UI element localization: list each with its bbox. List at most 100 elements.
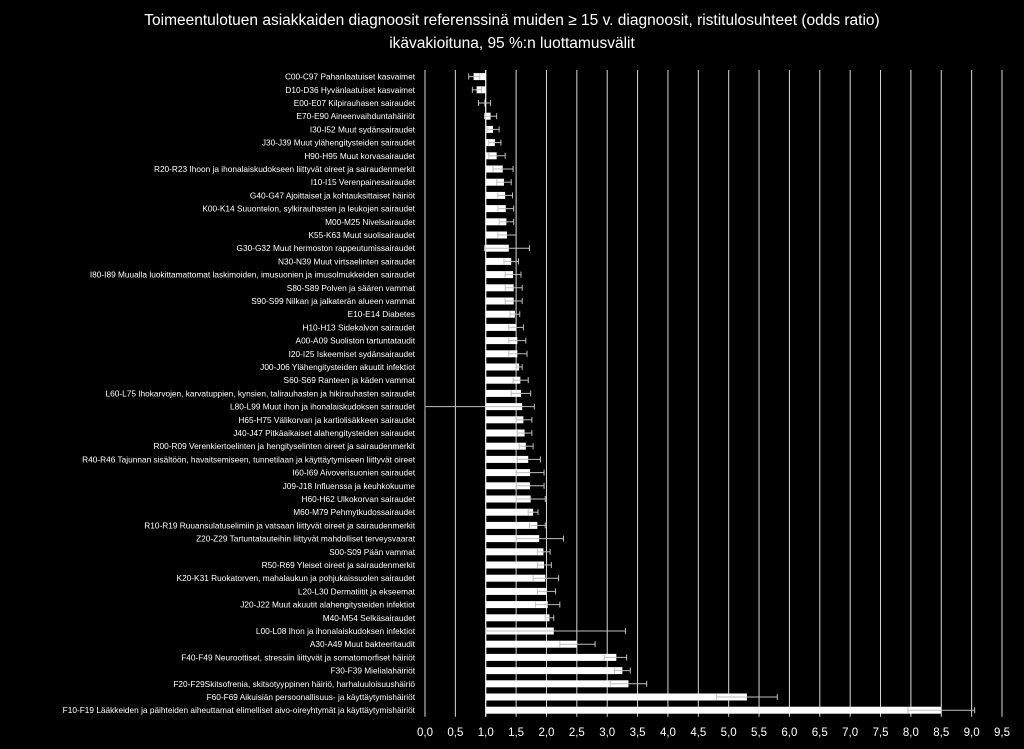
bar <box>485 601 548 609</box>
x-tick-label: 0,5 <box>447 727 463 739</box>
category-label: I80-I89 Muualla luokittamattomat laskimo… <box>90 270 416 280</box>
bar <box>485 429 525 437</box>
category-label: E70-E90 Aineenvaihduntahäiriöt <box>296 111 415 121</box>
x-tick-label: 9,5 <box>994 727 1010 739</box>
category-label: J20-J22 Muut akuutit alahengitysteiden i… <box>240 600 415 610</box>
category-label: I60-I69 Aivoverisuonien sairaudet <box>292 468 415 478</box>
category-label: N30-N39 Muut virtsaelinten sairaudet <box>278 256 416 266</box>
category-label: L80-L99 Muut ihon ja ihonalaiskudoksen s… <box>230 402 416 412</box>
category-label: R50-R69 Yleiset oireet ja sairaudenmerki… <box>262 560 416 570</box>
bar <box>485 178 504 186</box>
category-label: R40-R46 Tajunnan sisältöön, havaitsemise… <box>82 454 416 464</box>
category-label: M00-M25 Nivelsairaudet <box>325 217 416 227</box>
bar <box>485 297 514 305</box>
category-label: K55-K63 Muut suolisairaudet <box>308 230 415 240</box>
category-label: F30-F39 Mielialahäiriöt <box>331 666 416 676</box>
bar <box>485 205 506 213</box>
category-label: H65-H75 Välikorvan ja kartiolisäkkeen sa… <box>238 415 415 425</box>
bar <box>485 271 514 279</box>
bar <box>485 653 617 661</box>
x-tick-label: 7,0 <box>842 727 858 739</box>
category-label: J00-J06 Ylähengitysteiden akuutit infekt… <box>260 362 416 372</box>
gridlines <box>424 70 1003 717</box>
x-tick-label: 1,0 <box>478 727 494 739</box>
bar <box>485 323 517 331</box>
category-label: H90-H95 Muut korvasairaudet <box>304 151 415 161</box>
bar <box>485 667 623 675</box>
bar <box>485 257 512 265</box>
x-tick-label: 4,0 <box>660 727 676 739</box>
x-tick-label: 9,0 <box>964 727 980 739</box>
x-tick-label: 0,0 <box>417 727 433 739</box>
x-tick-label: 4,5 <box>690 727 706 739</box>
bar <box>485 350 518 358</box>
error-bars <box>424 73 976 714</box>
category-label: F20-F29Skitsofrenia, skitsotyyppinen häi… <box>173 679 415 689</box>
category-label: K00-K14 Suuontelon, sylkirauhasten ja le… <box>202 204 415 214</box>
category-label: S90-S99 Nilkan ja jalkaterän alueen vamm… <box>251 296 415 306</box>
bar <box>485 284 514 292</box>
bar <box>485 310 515 318</box>
category-label: G30-G32 Muut hermoston rappeutumissairau… <box>237 243 416 253</box>
x-tick-label: 3,0 <box>599 727 615 739</box>
category-label: A30-A49 Muut bakteeritaudit <box>310 639 416 649</box>
bar <box>485 693 747 701</box>
category-label: S80-S89 Polven ja säären vammat <box>287 283 416 293</box>
category-label: R10-R19 Ruuansulatuselimiin ja vatsaan l… <box>144 520 415 530</box>
category-label: H60-H62 Ulkokorvan sairaudet <box>302 494 416 504</box>
chart-subtitle: ikävakioituna, 95 %:n luottamusvälit <box>389 35 635 52</box>
category-label: R00-R09 Verenkiertoelinten ja hengitysel… <box>153 441 415 451</box>
x-tick-labels: 0,0 0,5 1,0 1,5 2,0 2,5 3,0 3,5 4,0 4,5 5,0 5,5 6,0 6… <box>417 727 1010 739</box>
bar <box>485 191 506 199</box>
category-label: I20-I25 Iskeemiset sydänsairaudet <box>289 349 416 359</box>
category-label: F60-F69 Aikuisiän persoonallisuus- ja kä… <box>207 692 416 702</box>
x-tick-label: 8,0 <box>903 727 919 739</box>
bar <box>485 363 520 371</box>
bar <box>485 614 550 622</box>
category-label: S60-S69 Ranteen ja käden vammat <box>284 375 416 385</box>
category-label: E10-E14 Diabetes <box>348 309 415 319</box>
category-label: F10-F19 Lääkkeiden ja päihteiden aiheutt… <box>63 705 416 715</box>
category-label: J30-J39 Muut ylähengitysteiden sairaudet <box>262 138 416 148</box>
bar <box>485 218 507 226</box>
bar <box>485 376 521 384</box>
category-label: K20-K31 Ruokatorven, mahalaukun ja pohju… <box>177 573 416 583</box>
bar <box>485 389 521 397</box>
category-label: J09-J18 Influenssa ja keuhkokuume <box>283 481 416 491</box>
bar <box>485 587 547 595</box>
bar <box>485 508 534 516</box>
category-label: H10-H13 Sidekalvon sairaudet <box>302 322 415 332</box>
x-tick-label: 2,0 <box>538 727 554 739</box>
category-label: M60-M79 Pehmytkudossairaudet <box>293 507 415 517</box>
x-tick-label: 6,5 <box>812 727 828 739</box>
category-label: F40-F49 Neuroottiset, stressiin liittyvä… <box>181 652 415 662</box>
category-label: D10-D36 Hyvänlaatuiset kasvaimet <box>285 85 415 95</box>
x-tick-label: 2,5 <box>569 727 585 739</box>
category-label: L60-L75 Ihokarvojen, karvatuppien, kynsi… <box>106 388 416 398</box>
bar <box>485 535 540 543</box>
bar <box>485 680 629 688</box>
category-labels: C00-C97 Pahanlaatuiset kasvaimet D10-D36 … <box>63 72 416 716</box>
bar <box>485 455 529 463</box>
category-label: G40-G47 Ajoittaiset ja kohtauksittaiset … <box>250 190 416 200</box>
category-label: E00-E07 Kilpirauhasen sairaudet <box>294 98 416 108</box>
x-tick-label: 5,5 <box>751 727 767 739</box>
category-label: L20-L30 Dermatiitit ja ekseemat <box>298 586 416 596</box>
category-label: L00-L08 Ihon ja ihonalaiskudoksen infekt… <box>256 626 416 636</box>
category-label: S00-S09 Pään vammat <box>329 547 415 557</box>
bar <box>485 469 531 477</box>
bar <box>485 231 507 239</box>
bar <box>485 482 531 490</box>
bar <box>485 574 546 582</box>
bar <box>485 495 531 503</box>
x-tick-label: 6,0 <box>781 727 797 739</box>
x-tick-label: 5,0 <box>721 727 737 739</box>
category-label: I30-I52 Muut sydänsairaudet <box>310 124 416 134</box>
category-label: I10-I15 Verenpainesairaudet <box>311 177 416 187</box>
category-label: J40-J47 Pitkäaikaiset alahengitysteiden … <box>233 428 415 438</box>
category-label: R20-R23 Ihoon ja ihonalaiskudokseen liit… <box>154 164 416 174</box>
bar <box>485 561 545 569</box>
x-tick-label: 3,5 <box>630 727 646 739</box>
bar <box>485 548 544 556</box>
category-label: A00-A09 Suoliston tartuntataudit <box>296 336 416 346</box>
